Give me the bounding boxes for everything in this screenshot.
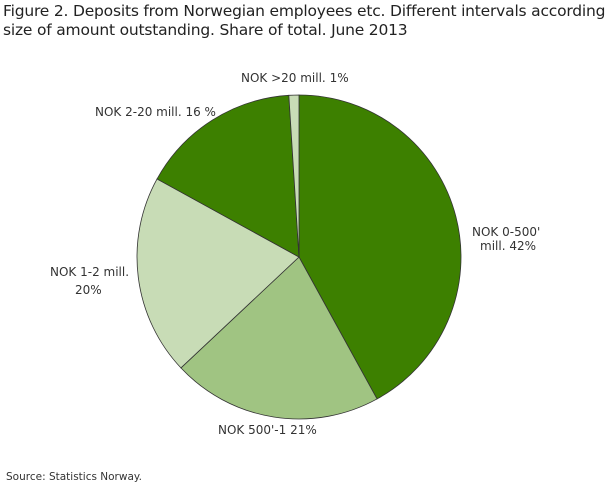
chart-title-line-2: size of amount outstanding. Share of tot…	[3, 21, 408, 39]
slice-label-1: mill. 42%	[480, 239, 536, 253]
source-note: Source: Statistics Norway.	[6, 471, 142, 483]
pie-slice-3	[136, 178, 300, 369]
chart-title: Figure 2. Deposits from Norwegian employ…	[3, 2, 610, 40]
pie-slice-4	[156, 94, 300, 258]
chart-title-line-1: Figure 2. Deposits from Norwegian employ…	[3, 2, 610, 20]
slice-label-5: NOK >20 mill. 1%	[241, 71, 349, 85]
slice-label-2: NOK 500'-1 21%	[218, 423, 317, 437]
slice-label-3: 20%	[75, 283, 102, 297]
slice-label-1: NOK 0-500'	[472, 225, 540, 239]
pie-slice-5	[288, 94, 300, 258]
slice-label-4: NOK 2-20 mill. 16 %	[95, 105, 216, 119]
pie-slice-2	[180, 256, 378, 420]
pie-slice-1	[298, 94, 462, 400]
slice-label-3: NOK 1-2 mill.	[50, 265, 129, 279]
